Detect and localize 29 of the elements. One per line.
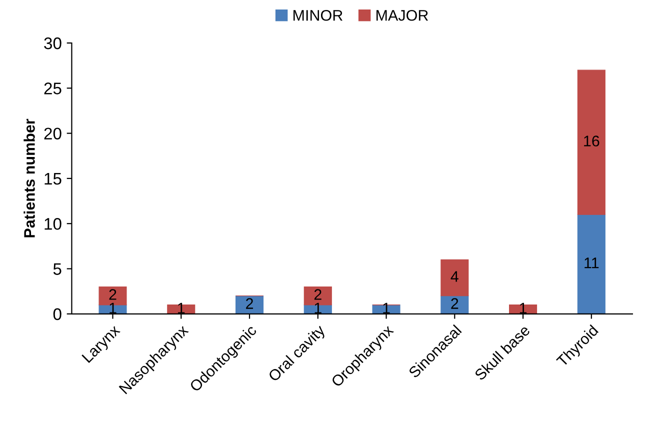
y-tick-label: 30 — [44, 37, 62, 50]
bar — [509, 304, 538, 314]
bar — [235, 295, 264, 314]
data-label: 11 — [584, 258, 599, 268]
y-tick-label: 5 — [53, 263, 62, 275]
data-label: 2 — [314, 289, 322, 300]
data-label: 4 — [450, 271, 458, 282]
data-label: 2 — [451, 298, 458, 309]
y-tick-label: 0 — [53, 308, 62, 320]
data-label: 1 — [520, 302, 527, 314]
data-label: 1 — [314, 302, 322, 314]
data-label: 1 — [110, 302, 116, 314]
data-label: 2 — [109, 289, 116, 300]
y-tick-label: 20 — [44, 128, 62, 140]
data-label: 1 — [178, 302, 185, 314]
bar — [577, 214, 606, 314]
bar — [167, 304, 196, 314]
data-label: 16 — [584, 136, 600, 146]
bar — [577, 70, 606, 215]
y-axis-title: Patients number — [24, 118, 35, 238]
y-tick-label: 25 — [44, 82, 62, 94]
data-label: 2 — [246, 298, 253, 309]
y-tick-label: 10 — [44, 218, 62, 230]
bar — [372, 304, 400, 314]
y-tick-label: 15 — [44, 173, 62, 185]
legend-label: MINOR — [294, 10, 342, 21]
data-label: 1 — [383, 302, 390, 314]
bar — [440, 259, 469, 296]
legend-label: MAJOR — [376, 10, 428, 21]
